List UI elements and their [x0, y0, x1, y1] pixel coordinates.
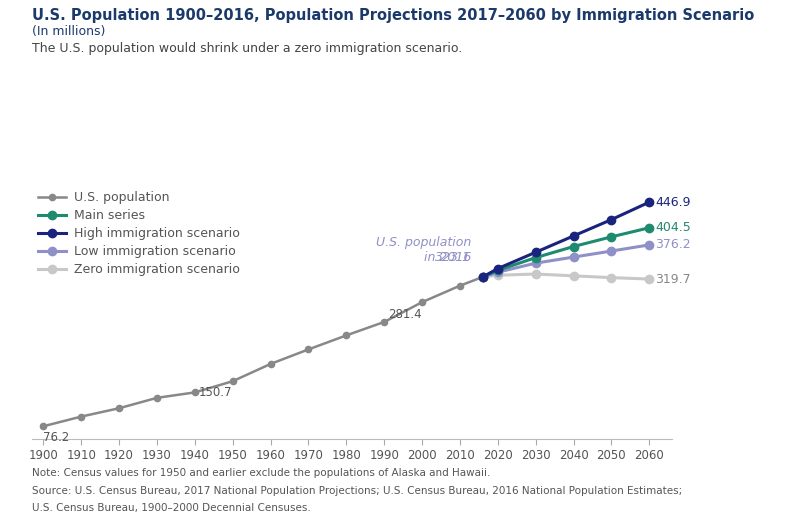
Text: 323.1: 323.1	[435, 251, 471, 264]
Text: Source: U.S. Census Bureau, 2017 National Population Projections; U.S. Census Bu: Source: U.S. Census Bureau, 2017 Nationa…	[32, 486, 682, 496]
Text: 404.5: 404.5	[655, 221, 690, 234]
Text: (In millions): (In millions)	[32, 25, 106, 39]
Text: 376.2: 376.2	[655, 239, 690, 251]
Text: 446.9: 446.9	[655, 196, 690, 208]
Text: U.S. Population 1900–2016, Population Projections 2017–2060 by Immigration Scena: U.S. Population 1900–2016, Population Pr…	[32, 8, 754, 23]
Text: Note: Census values for 1950 and earlier exclude the populations of Alaska and H: Note: Census values for 1950 and earlier…	[32, 468, 490, 478]
Text: 76.2: 76.2	[43, 431, 70, 444]
Text: 281.4: 281.4	[388, 308, 422, 322]
Text: The U.S. population would shrink under a zero immigration scenario.: The U.S. population would shrink under a…	[32, 42, 462, 56]
Text: U.S. population
in 2016: U.S. population in 2016	[376, 221, 471, 264]
Text: 319.7: 319.7	[655, 272, 690, 286]
Text: 150.7: 150.7	[198, 387, 232, 399]
Legend: U.S. population, Main series, High immigration scenario, Low immigration scenari: U.S. population, Main series, High immig…	[38, 191, 240, 276]
Text: U.S. Census Bureau, 1900–2000 Decennial Censuses.: U.S. Census Bureau, 1900–2000 Decennial …	[32, 503, 310, 513]
